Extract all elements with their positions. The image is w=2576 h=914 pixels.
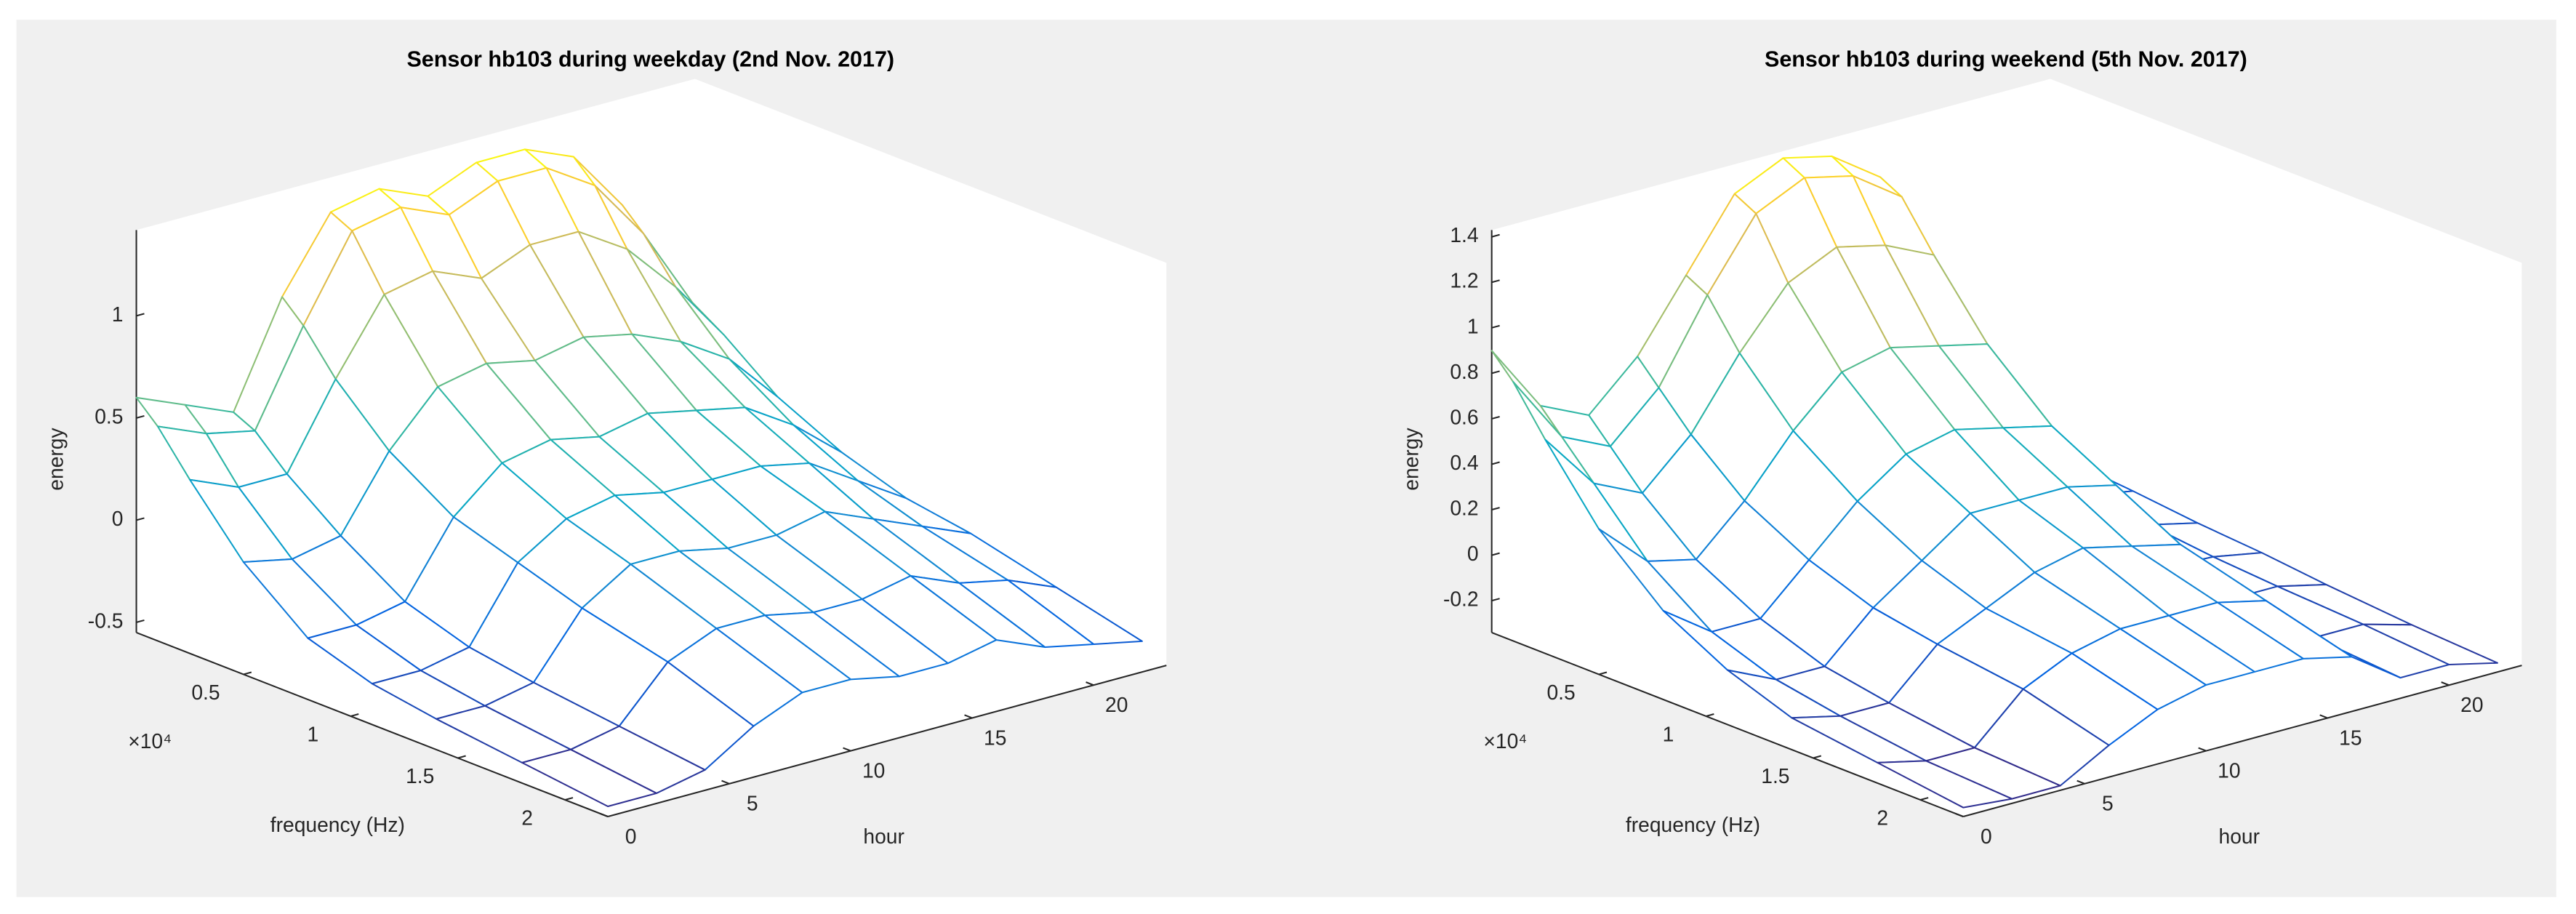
y-tick-label: 5 (747, 792, 758, 815)
x-tick-label: 1 (307, 723, 318, 746)
y-tick-label: 15 (2339, 726, 2362, 749)
y-tick-label: 20 (1105, 693, 1128, 716)
z-tick (136, 313, 145, 317)
z-tick-label: 0.4 (1450, 451, 1478, 474)
y-tick-label: 10 (2218, 758, 2240, 782)
x-axis-line (1491, 631, 1964, 817)
x-scale-label: ×10⁴ (128, 729, 172, 753)
y-tick (2077, 779, 2085, 785)
z-axis-label: energy (1400, 428, 1423, 491)
z-tick (1491, 507, 1500, 511)
y-tick (721, 779, 730, 785)
y-tick-label: 15 (984, 726, 1006, 749)
y-tick-label: 0 (625, 825, 637, 848)
y-tick (2319, 714, 2328, 719)
z-tick-label: 1 (112, 302, 124, 326)
x-tick-label: 1.5 (406, 764, 434, 787)
z-tick (1491, 416, 1500, 420)
x-tick (350, 713, 359, 717)
axes: Sensor hb103 during weekend (5th Nov. 20… (1400, 47, 2522, 848)
z-axis-label: energy (44, 428, 68, 491)
y-axis-line (607, 665, 1167, 817)
x-tick (243, 671, 252, 676)
z-tick-label: 0.6 (1450, 405, 1478, 428)
x-tick-label: 2 (521, 806, 533, 830)
mesh-cell (1877, 760, 2013, 809)
y-tick-label: 20 (2460, 693, 2483, 716)
y-tick (2441, 681, 2449, 686)
z-tick-label: 0 (1467, 542, 1479, 565)
y-axis-label: hour (2219, 825, 2260, 848)
z-tick-label: 1 (1467, 314, 1479, 337)
x-scale-label: ×10⁴ (1483, 729, 1527, 753)
y-tick (1955, 812, 1964, 817)
z-tick-label: 0 (112, 507, 124, 530)
x-tick (1706, 713, 1714, 717)
z-tick-label: 1.4 (1450, 223, 1478, 246)
chart-title: Sensor hb103 during weekend (5th Nov. 20… (1765, 47, 2247, 72)
z-tick-label: 0.8 (1450, 360, 1478, 383)
y-axis-label: hour (863, 825, 904, 848)
z-tick (1491, 324, 1500, 329)
z-tick (1491, 233, 1500, 238)
x-tick-label: 0.5 (191, 681, 220, 704)
y-tick-label: 5 (2102, 792, 2114, 815)
y-tick-label: 0 (1981, 825, 1992, 848)
x-tick-label: 1.5 (1761, 764, 1789, 787)
z-tick (136, 414, 145, 419)
x-tick-label: 2 (1877, 806, 1888, 830)
z-tick-label: -0.2 (1443, 588, 1479, 611)
y-tick-label: 10 (862, 758, 885, 782)
y-tick (964, 714, 973, 719)
x-tick (457, 755, 466, 759)
x-tick-label: 0.5 (1546, 681, 1575, 704)
x-axis-label: frequency (Hz) (1626, 813, 1760, 836)
z-tick (136, 619, 145, 623)
axes: Sensor hb103 during weekday (2nd Nov. 20… (44, 47, 1167, 848)
z-tick-label: 1.2 (1450, 269, 1478, 292)
z-tick (1491, 279, 1500, 284)
z-tick (136, 517, 145, 521)
y-tick (843, 747, 851, 752)
mesh-cell (521, 748, 657, 808)
y-axis-line (1962, 665, 2522, 817)
z-tick-label: 0.5 (95, 404, 123, 428)
x-axis-line (136, 631, 609, 817)
x-tick-label: 1 (1663, 723, 1674, 746)
x-tick (564, 797, 574, 801)
z-tick (1491, 598, 1500, 602)
y-tick (2198, 747, 2207, 752)
z-tick (1491, 552, 1500, 556)
x-tick (1598, 671, 1608, 676)
y-tick (1086, 681, 1094, 686)
z-tick-label: -0.5 (88, 609, 124, 632)
x-tick (1919, 797, 1929, 801)
chart-title: Sensor hb103 during weekday (2nd Nov. 20… (406, 47, 894, 72)
z-tick (1491, 461, 1500, 465)
z-tick-label: 0.2 (1450, 496, 1478, 519)
x-axis-label: frequency (Hz) (270, 813, 405, 836)
x-tick (1813, 755, 1822, 759)
z-tick (1491, 370, 1500, 374)
y-tick (600, 812, 609, 817)
